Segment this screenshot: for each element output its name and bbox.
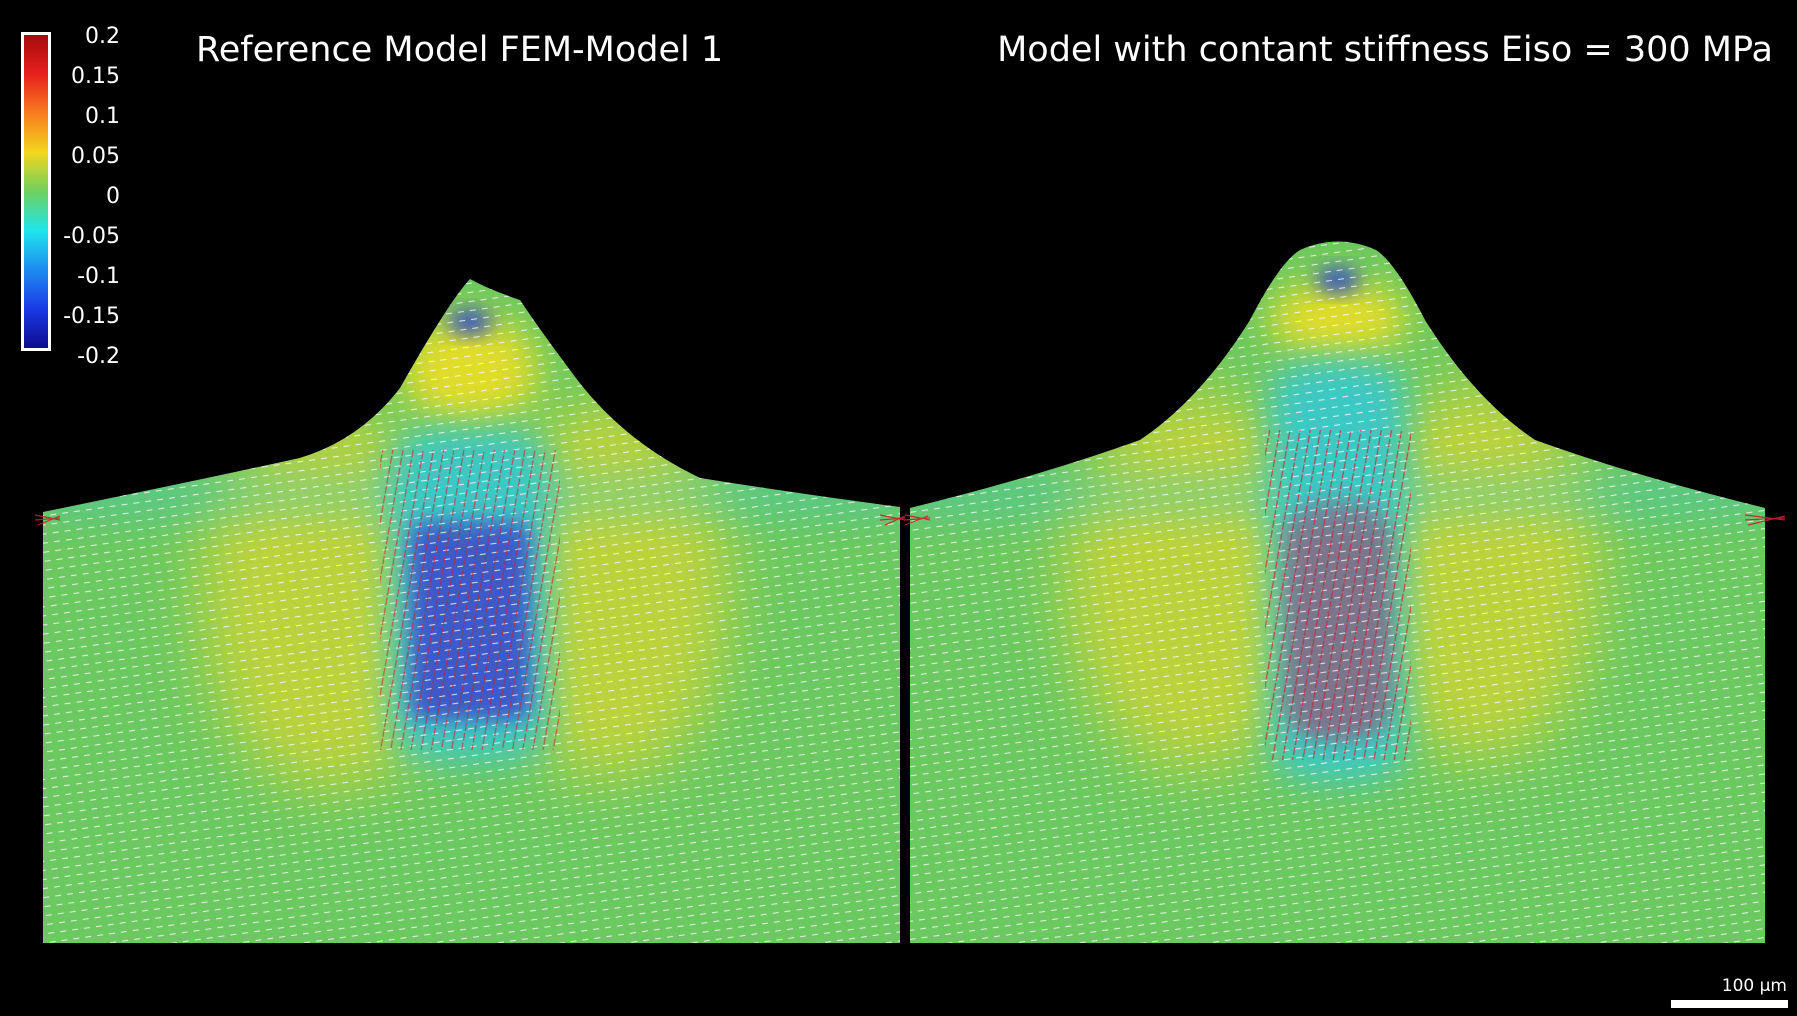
colorbar-tick: 0.2: [85, 24, 120, 49]
right-vector-field-red: [1265, 430, 1411, 760]
left-panel-title: Reference Model FEM-Model 1: [196, 30, 724, 70]
colorbar-tick: -0.05: [63, 224, 120, 249]
colorbar-tick: 0.15: [71, 64, 120, 89]
colorbar-tick: 0.1: [85, 104, 120, 129]
scale-bar-label: 100 µm: [1721, 976, 1787, 996]
colorbar-tick: 0.05: [71, 144, 120, 169]
left-vector-field-red: [380, 450, 560, 750]
right-panel-title: Model with contant stiffness Eiso = 300 …: [997, 30, 1773, 70]
edge-vector-flares: [34, 514, 1786, 526]
right-panel-field: [910, 241, 1765, 943]
colorbar-tick: -0.2: [77, 344, 120, 369]
colorbar-tick: -0.15: [63, 304, 120, 329]
left-panel-field: [43, 279, 900, 943]
colorbar-frame: [21, 32, 51, 351]
scale-bar: [1671, 1000, 1788, 1008]
colorbar-gradient: [24, 35, 48, 348]
colorbar-tick: -0.1: [77, 264, 120, 289]
colorbar-tick: 0: [106, 184, 120, 209]
